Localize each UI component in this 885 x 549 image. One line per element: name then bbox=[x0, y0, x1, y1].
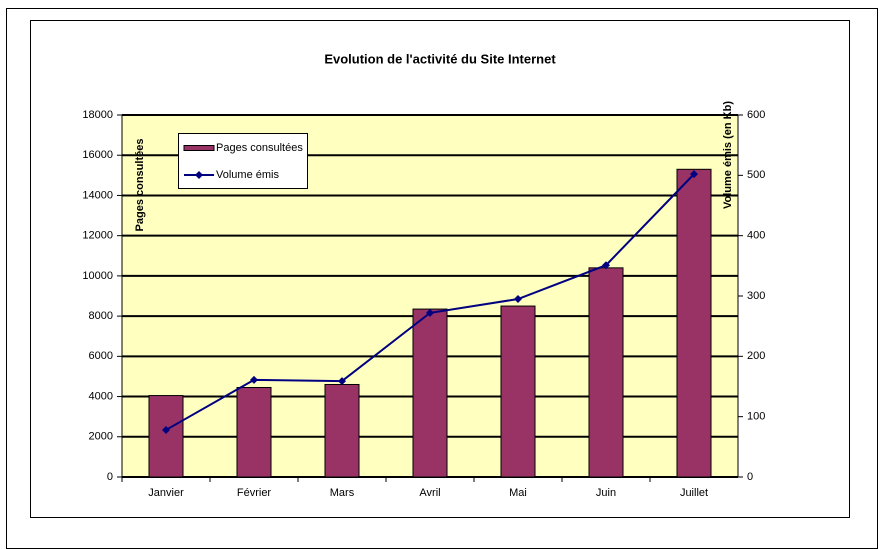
y2-tick-label: 0 bbox=[747, 471, 753, 483]
marker bbox=[602, 261, 610, 270]
bar bbox=[148, 395, 184, 478]
y2-tick-label: 300 bbox=[747, 290, 765, 302]
x-tick-label: Janvier bbox=[148, 487, 184, 499]
bar bbox=[588, 267, 624, 478]
y-tick-label: 2000 bbox=[89, 431, 113, 443]
y2-tick-label: 200 bbox=[747, 350, 765, 362]
y-tick-label: 8000 bbox=[89, 310, 113, 322]
bar bbox=[500, 305, 536, 478]
x-tick-label: Mai bbox=[509, 487, 527, 499]
y-tick-label: 4000 bbox=[89, 390, 113, 402]
y2-axis-label: Volume émis (en Kb) bbox=[722, 101, 734, 209]
chart-title: Evolution de l'activité du Site Internet bbox=[324, 51, 556, 66]
legend-marker bbox=[195, 171, 203, 179]
y-tick-label: 16000 bbox=[82, 149, 113, 161]
marker bbox=[338, 377, 346, 386]
marker bbox=[514, 295, 522, 304]
bar bbox=[324, 383, 360, 478]
bar bbox=[412, 308, 448, 478]
bar bbox=[676, 168, 712, 478]
x-tick-label: Juillet bbox=[680, 487, 708, 499]
y2-tick-label: 600 bbox=[747, 109, 765, 121]
y-tick-label: 18000 bbox=[82, 109, 113, 121]
marker bbox=[162, 425, 170, 434]
x-tick-label: Mars bbox=[330, 487, 355, 499]
bar bbox=[236, 387, 272, 478]
y2-tick-label: 400 bbox=[747, 230, 765, 242]
legend-label: Pages consultées bbox=[216, 142, 303, 154]
legend-swatch bbox=[183, 145, 215, 151]
y-tick-label: 14000 bbox=[82, 189, 113, 201]
y-tick-label: 0 bbox=[107, 471, 113, 483]
legend-box bbox=[178, 133, 308, 189]
x-tick-label: Juin bbox=[596, 487, 616, 499]
legend-label: Volume émis bbox=[216, 169, 279, 181]
x-tick-label: Février bbox=[237, 487, 272, 499]
marker bbox=[690, 170, 698, 179]
y-tick-label: 6000 bbox=[89, 350, 113, 362]
y2-tick-label: 500 bbox=[747, 169, 765, 181]
y2-tick-label: 100 bbox=[747, 411, 765, 423]
x-tick-label: Avril bbox=[419, 487, 440, 499]
y-tick-label: 10000 bbox=[82, 270, 113, 282]
y-axis-label: Pages consultées bbox=[134, 139, 146, 232]
marker bbox=[426, 308, 434, 317]
y-tick-label: 12000 bbox=[82, 230, 113, 242]
marker bbox=[250, 375, 258, 384]
